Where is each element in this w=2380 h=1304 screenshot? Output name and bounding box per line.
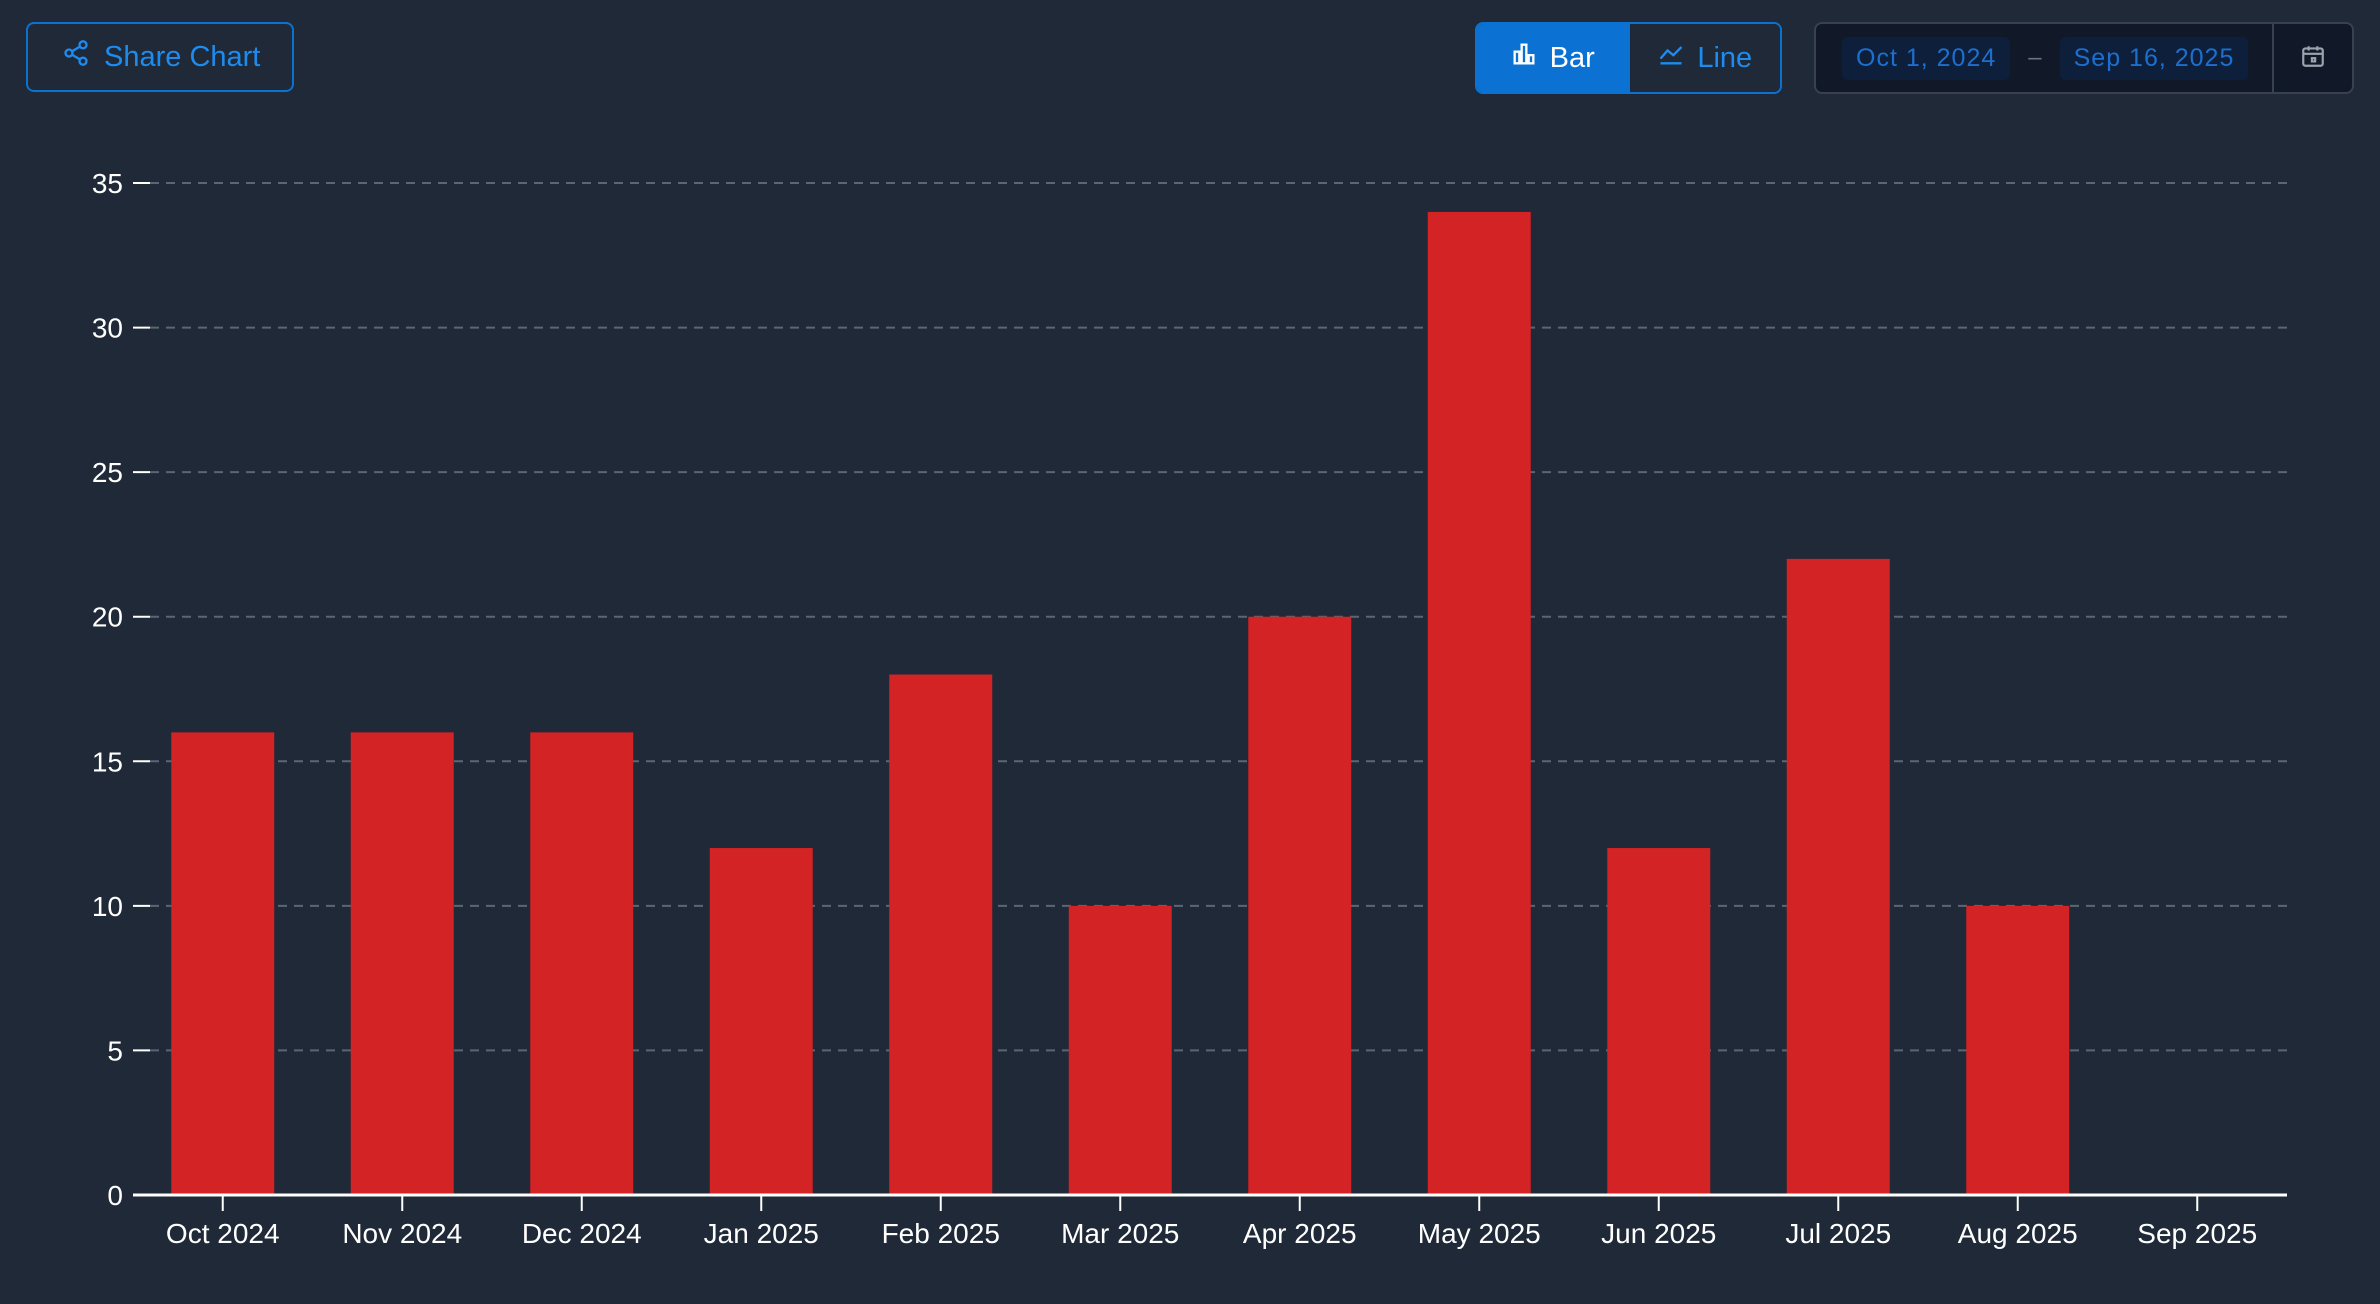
bar-oct-2024 (171, 732, 275, 1195)
bar-jul-2025 (1786, 558, 1890, 1195)
bar-feb-2025 (889, 674, 993, 1195)
calendar-button[interactable] (2272, 24, 2352, 92)
bar-chart-tab-label: Bar (1549, 41, 1595, 74)
x-tick-label: Jun 2025 (1601, 1218, 1716, 1249)
bar-mar-2025 (1068, 905, 1172, 1195)
share-chart-label: Share Chart (104, 40, 261, 73)
bar-jan-2025 (709, 848, 813, 1195)
x-tick-label: Feb 2025 (882, 1218, 1000, 1249)
y-tick-label: 5 (107, 1035, 123, 1066)
x-tick-label: Sep 2025 (2137, 1218, 2257, 1249)
x-tick-label: May 2025 (1418, 1218, 1541, 1249)
x-tick-label: Aug 2025 (1958, 1218, 2078, 1249)
chart-type-toggle: Bar Line (1475, 22, 1782, 94)
x-tick-label: Jul 2025 (1785, 1218, 1891, 1249)
bar-dec-2024 (530, 732, 634, 1195)
x-tick-label: Jan 2025 (704, 1218, 819, 1249)
x-tick-label: Nov 2024 (342, 1218, 462, 1249)
share-icon (62, 39, 90, 75)
y-tick-label: 15 (92, 746, 123, 777)
calendar-icon (2300, 43, 2326, 74)
share-chart-button[interactable]: Share Chart (26, 22, 294, 92)
y-tick-label: 30 (92, 313, 123, 344)
x-tick-label: Oct 2024 (166, 1218, 280, 1249)
bar-aug-2025 (1966, 905, 2070, 1195)
y-tick-label: 25 (92, 457, 123, 488)
y-tick-label: 0 (107, 1180, 123, 1211)
x-tick-label: Apr 2025 (1243, 1218, 1357, 1249)
start-date[interactable]: Oct 1, 2024 (1842, 36, 2011, 80)
date-separator: – (2028, 44, 2042, 71)
x-tick-label: Dec 2024 (522, 1218, 642, 1249)
line-chart-icon (1657, 40, 1685, 76)
line-chart-tab-label: Line (1697, 41, 1753, 74)
date-range-values[interactable]: Oct 1, 2024 – Sep 16, 2025 (1816, 24, 2272, 92)
end-date[interactable]: Sep 16, 2025 (2059, 36, 2249, 80)
line-chart-tab[interactable]: Line (1627, 24, 1780, 92)
y-tick-label: 20 (92, 602, 123, 633)
y-tick-label: 35 (92, 168, 123, 199)
bar-apr-2025 (1248, 616, 1352, 1195)
y-tick-label: 10 (92, 891, 123, 922)
bar-may-2025 (1427, 211, 1531, 1195)
bar-chart-tab[interactable]: Bar (1477, 24, 1628, 92)
bar-chart-icon (1510, 40, 1538, 76)
date-range-picker[interactable]: Oct 1, 2024 – Sep 16, 2025 (1814, 22, 2354, 94)
bar-nov-2024 (350, 732, 454, 1195)
x-tick-label: Mar 2025 (1061, 1218, 1179, 1249)
bar-jun-2025 (1607, 848, 1711, 1195)
